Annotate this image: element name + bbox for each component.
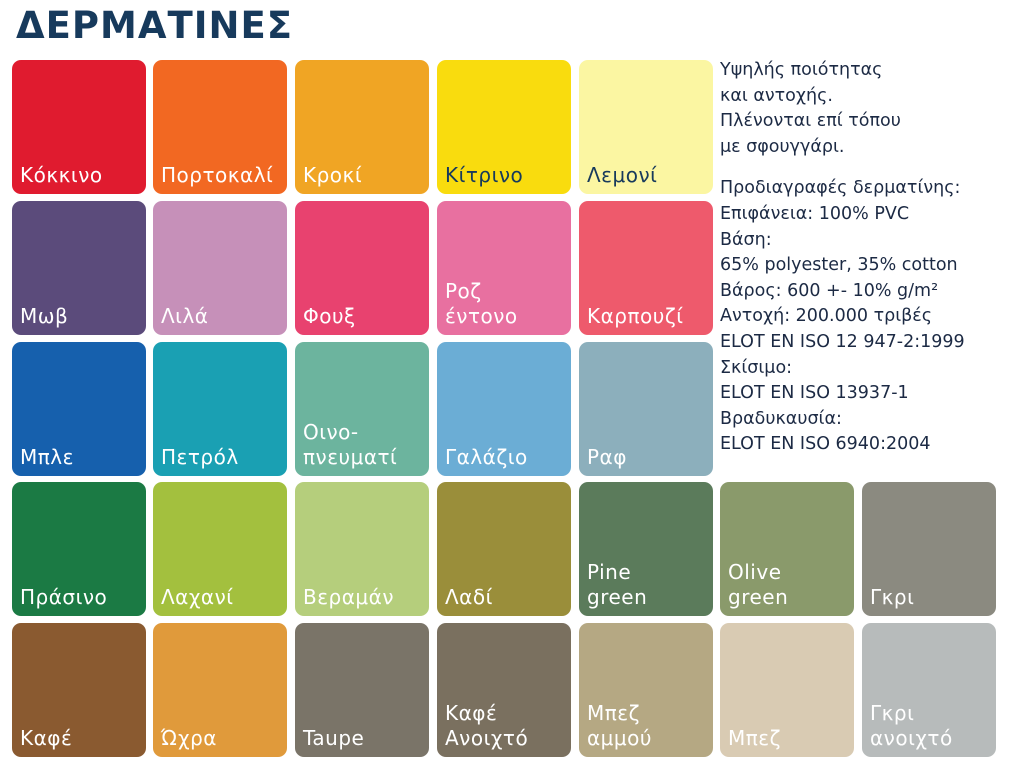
- swatch: Μπεζ: [720, 623, 854, 757]
- description-line: Πλένονται επί τόπου: [720, 111, 901, 132]
- swatch-label: Γαλάζιο: [445, 445, 528, 469]
- swatch-label: Βεραμάν: [303, 585, 394, 609]
- swatch: Πετρόλ: [153, 342, 287, 476]
- swatch: Μπεζ αμμού: [579, 623, 713, 757]
- swatch-label: Pine: [587, 560, 632, 584]
- swatch-label: Καφέ: [20, 726, 73, 750]
- swatch: Λαδί: [437, 482, 571, 616]
- swatch: Οινο-πνευματί: [295, 342, 429, 476]
- swatch: Γκρι: [862, 482, 996, 616]
- swatch: Pine green: [579, 482, 713, 616]
- swatch: Γαλάζιο: [437, 342, 571, 476]
- specs: Προδιαγραφές δερματίνης: Επιφάνεια: 100% …: [720, 176, 1020, 458]
- description-line: και αντοχής.: [720, 85, 833, 106]
- info-panel: Υψηλής ποιότητας και αντοχής. Πλένονται επ…: [720, 58, 1020, 458]
- spec-line: Αντοχή: 200.000 τριβές: [720, 306, 933, 327]
- swatch-label: Κόκκινο: [20, 163, 103, 187]
- swatch-label: Κροκί: [303, 163, 363, 187]
- swatch-label: Φουξ: [303, 304, 356, 328]
- swatch: Λεμονί: [579, 60, 713, 194]
- swatch-label: Πράσινο: [20, 585, 108, 609]
- spec-line: Βάρος: 600 +- 10% g/m²: [720, 280, 939, 301]
- swatch: Βεραμάν: [295, 482, 429, 616]
- spec-line: ELOT EN ISO 13937-1: [720, 383, 909, 404]
- spec-line: Επιφάνεια: 100% PVC: [720, 203, 910, 224]
- swatch-label: Πορτοκαλί: [161, 163, 274, 187]
- swatch-label: Μπεζ: [728, 726, 781, 750]
- swatch-label: Γκρι: [870, 701, 915, 725]
- swatch: Καρπουζί: [579, 201, 713, 335]
- swatch-label: Μπλε: [20, 445, 74, 469]
- swatch: Πορτοκαλί: [153, 60, 287, 194]
- swatch-label: Λαδί: [445, 585, 493, 609]
- swatch-label: green: [728, 585, 789, 609]
- spec-line: Βραδυκαυσία:: [720, 408, 842, 429]
- swatch: Taupe: [295, 623, 429, 757]
- swatch-label: Καρπουζί: [587, 304, 684, 328]
- swatch: Ώχρα: [153, 623, 287, 757]
- swatch: Μωβ: [12, 201, 146, 335]
- swatch: Γκρι ανοιχτό: [862, 623, 996, 757]
- swatch: Μπλε: [12, 342, 146, 476]
- description: Υψηλής ποιότητας και αντοχής. Πλένονται επ…: [720, 58, 1020, 160]
- swatch-label: Λιλά: [161, 304, 209, 328]
- swatch-label: αμμού: [587, 726, 652, 750]
- description-line: με σφουγγάρι.: [720, 136, 845, 157]
- swatch: Κόκκινο: [12, 60, 146, 194]
- spec-line: 65% polyester, 35% cotton: [720, 255, 958, 276]
- swatch-label: Μπεζ: [587, 701, 640, 725]
- swatch-label: Οινο-: [303, 420, 359, 444]
- swatch-label: ανοιχτό: [870, 726, 953, 750]
- swatch-label: έντονο: [445, 304, 518, 328]
- swatch-label: Γκρι: [870, 585, 915, 609]
- swatch: Πράσινο: [12, 482, 146, 616]
- swatch-label: Πετρόλ: [161, 445, 239, 469]
- swatch-label: Λεμονί: [587, 163, 658, 187]
- swatch: Λαχανί: [153, 482, 287, 616]
- swatch-label: Ανοιχτό: [445, 726, 529, 750]
- swatch: Καφέ: [12, 623, 146, 757]
- description-line: Υψηλής ποιότητας: [720, 60, 883, 80]
- swatch-label: Ροζ: [445, 279, 482, 303]
- swatch-label: Taupe: [303, 726, 365, 750]
- swatch-label: πνευματί: [303, 445, 398, 469]
- swatch: Λιλά: [153, 201, 287, 335]
- spec-line: Βάση:: [720, 229, 772, 250]
- spec-line: Προδιαγραφές δερματίνης:: [720, 178, 961, 199]
- swatch-label: Olive: [728, 560, 782, 584]
- swatch: Κροκί: [295, 60, 429, 194]
- swatch-label: Ώχρα: [161, 726, 217, 750]
- swatch-label: Καφέ: [445, 701, 498, 725]
- swatch-label: green: [587, 585, 648, 609]
- swatch-label: Ραφ: [587, 445, 627, 469]
- swatch: Κίτρινο: [437, 60, 571, 194]
- spec-line: Σκίσιμο:: [720, 357, 793, 378]
- swatch: Olive green: [720, 482, 854, 616]
- swatch-label: Μωβ: [20, 304, 69, 328]
- spec-line: ELOT EN ISO 6940:2004: [720, 434, 931, 455]
- swatch: Ροζ έντονο: [437, 201, 571, 335]
- title: ΔΕΡΜΑΤΙΝΕΣ: [16, 4, 294, 47]
- swatch-label: Λαχανί: [161, 585, 234, 609]
- swatch: Καφέ Ανοιχτό: [437, 623, 571, 757]
- swatch-label: Κίτρινο: [445, 163, 524, 187]
- spec-line: ELOT EN ISO 12 947-2:1999: [720, 331, 965, 352]
- swatch: Φουξ: [295, 201, 429, 335]
- swatch: Ραφ: [579, 342, 713, 476]
